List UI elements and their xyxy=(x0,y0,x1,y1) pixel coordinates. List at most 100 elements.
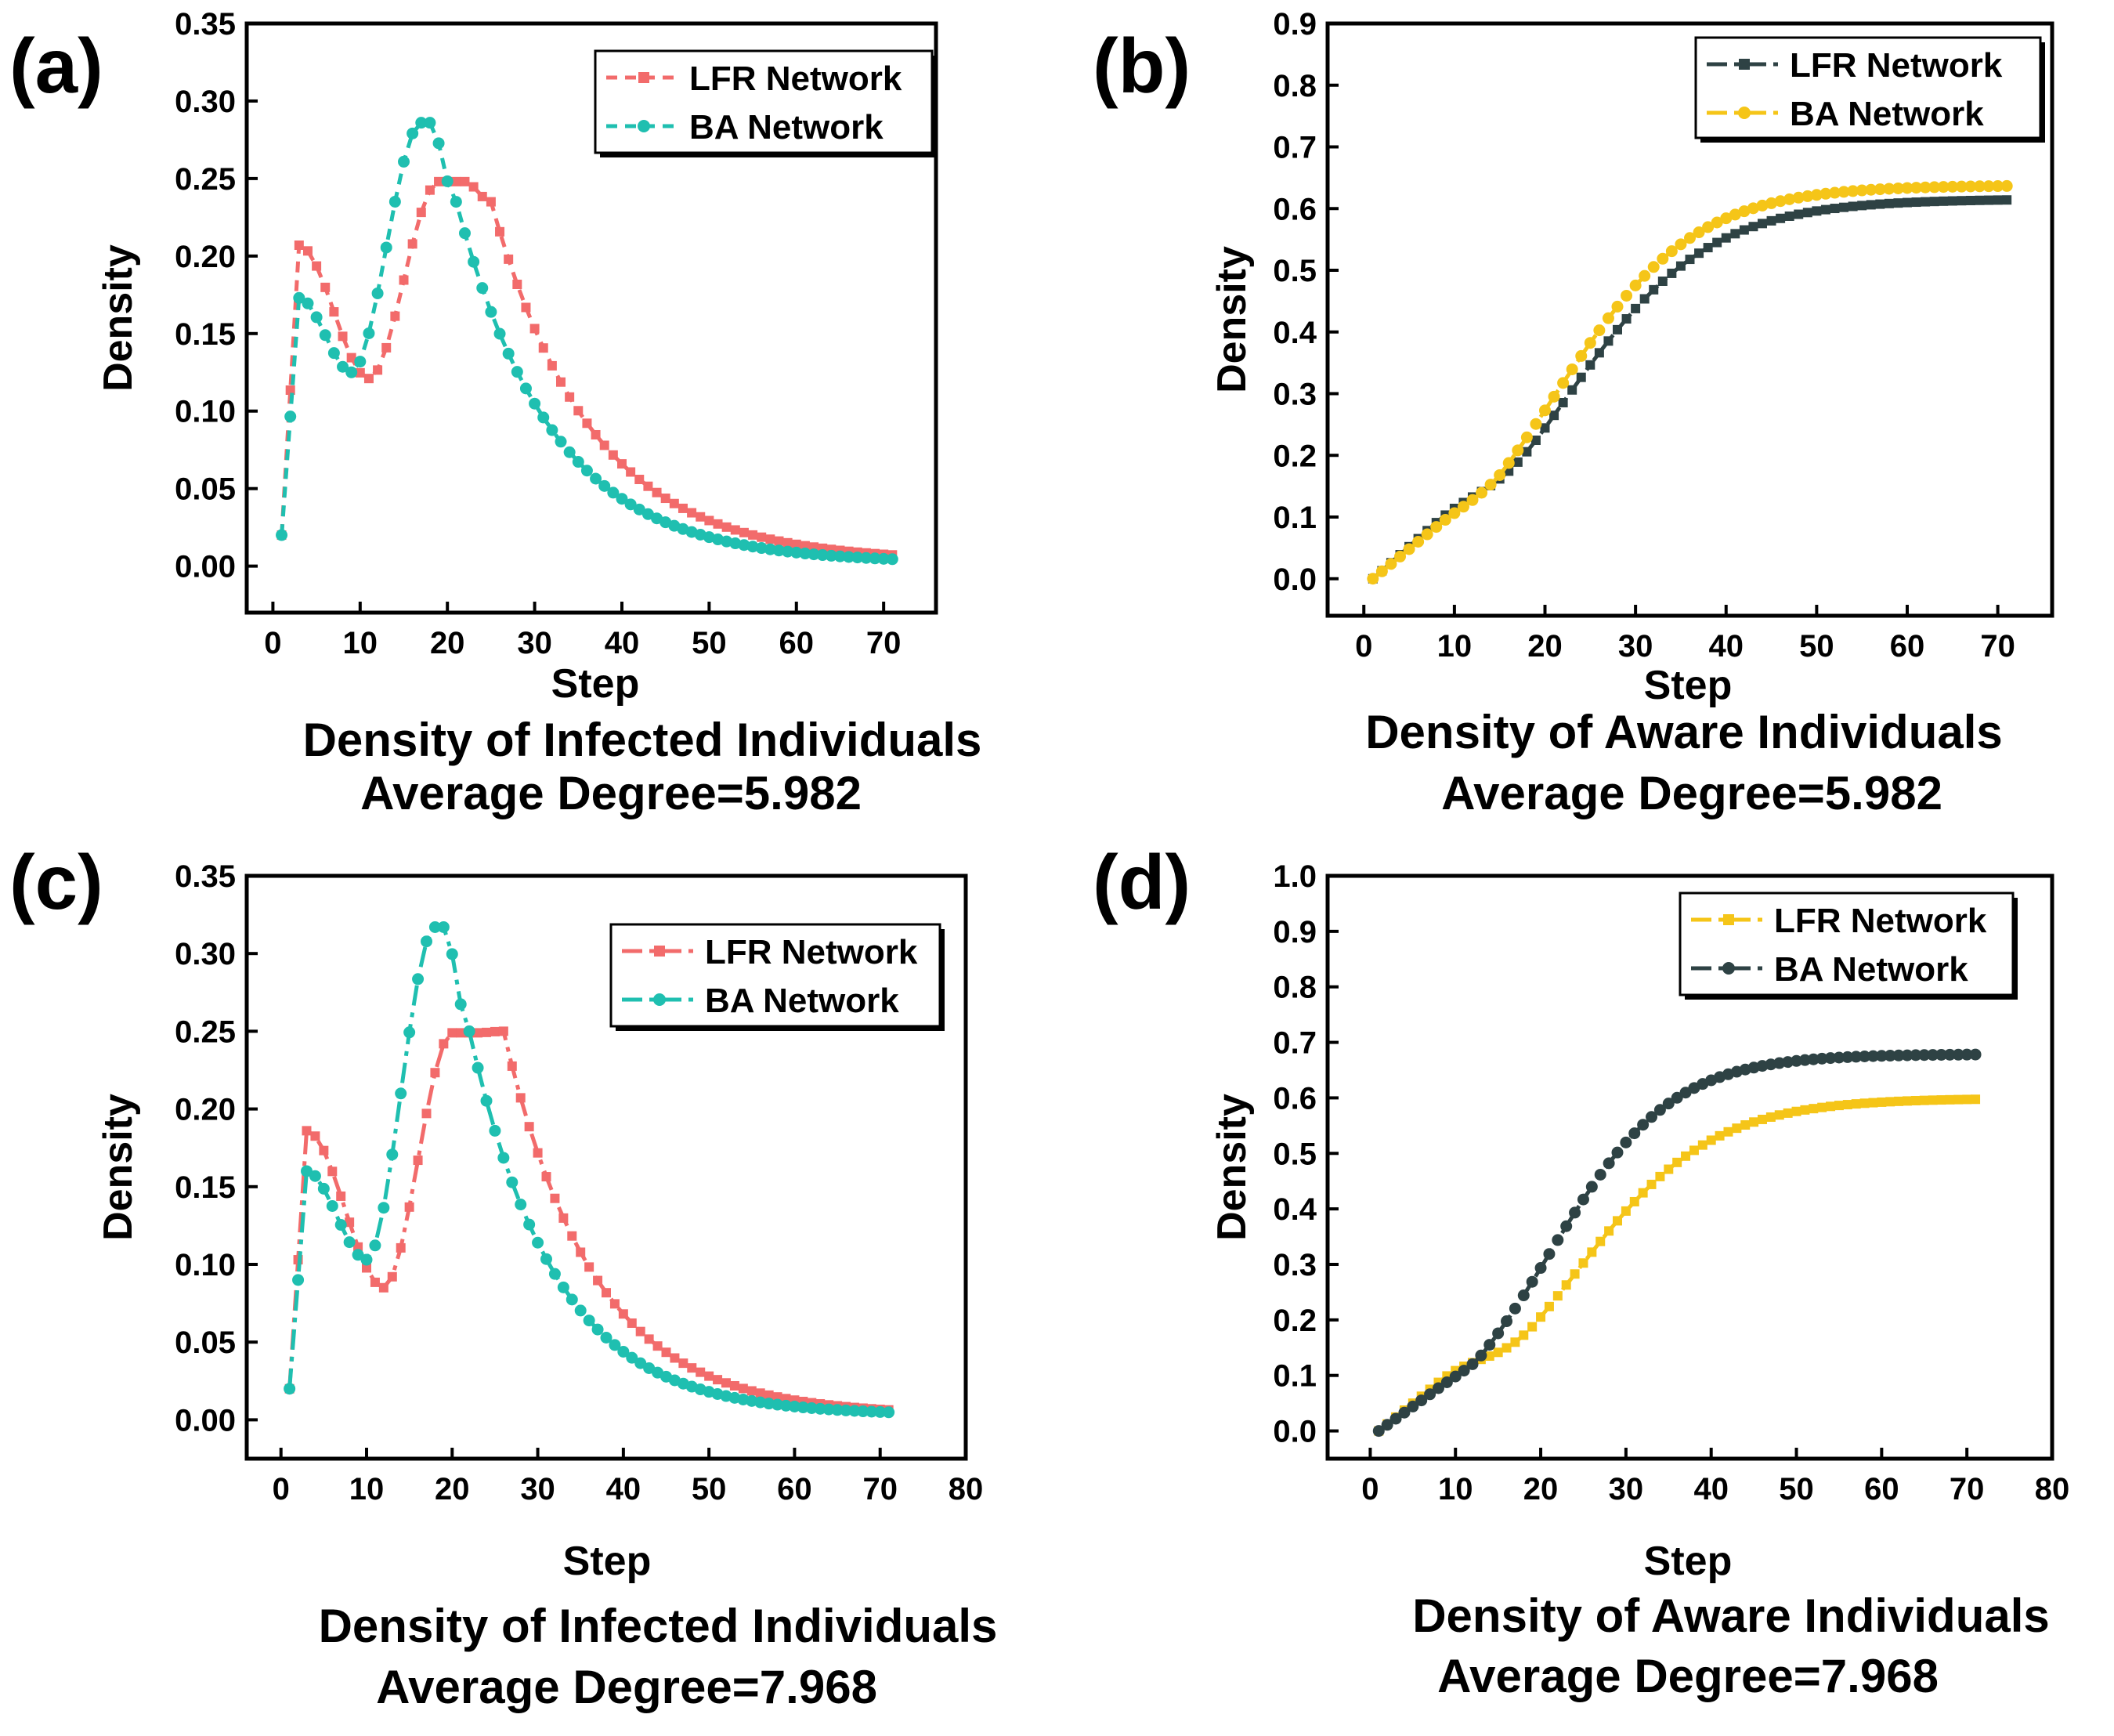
data-point-square xyxy=(1694,248,1704,259)
data-point-square xyxy=(378,1282,388,1293)
data-point-circle xyxy=(1509,1302,1521,1315)
data-point-circle xyxy=(1367,573,1379,585)
data-point-circle xyxy=(782,545,794,558)
data-point-circle xyxy=(754,1396,767,1409)
y-tick-label: 0.7 xyxy=(1273,1026,1317,1061)
legend-marker-square xyxy=(1723,914,1734,925)
data-point-square xyxy=(1839,202,1849,212)
data-point-circle xyxy=(1381,1419,1393,1431)
data-point-circle xyxy=(1918,1049,1931,1061)
data-point-circle xyxy=(848,1405,861,1417)
y-tick-label: 1.0 xyxy=(1273,859,1317,894)
plot-area: 0.0 0.1 0.2 0.3 0.4 0.5 0.6 0.7 0.8 0.9 0 10 20 30 40 5… xyxy=(1209,7,2054,708)
plot-frame xyxy=(1325,21,2054,618)
data-point-square xyxy=(635,1326,645,1336)
data-point-circle xyxy=(1483,1339,1496,1351)
series-1 xyxy=(1367,179,2013,585)
chart-title: Density of Infected Individuals xyxy=(303,714,982,766)
x-tick-label: 70 xyxy=(1980,629,2015,664)
data-point-square xyxy=(1834,1101,1844,1111)
data-point-square xyxy=(643,481,653,491)
data-point-square xyxy=(1567,385,1577,395)
data-point-circle xyxy=(1829,186,1841,199)
data-point-square xyxy=(627,1318,637,1329)
data-point-square xyxy=(1784,211,1794,221)
data-point-circle xyxy=(1892,182,1904,194)
data-point-square xyxy=(329,307,339,317)
data-point-circle xyxy=(1584,337,1596,349)
data-point-circle xyxy=(1594,1168,1606,1181)
series-1 xyxy=(276,117,898,566)
data-point-circle xyxy=(1884,1050,1896,1062)
data-point-circle xyxy=(1774,195,1787,208)
data-point-square xyxy=(1527,1322,1538,1332)
data-point-circle xyxy=(1502,457,1515,469)
data-point-circle xyxy=(1557,377,1570,389)
data-point-square xyxy=(765,534,775,544)
data-point-square xyxy=(1877,1097,1887,1107)
data-point-circle xyxy=(1432,1382,1444,1394)
data-point-circle xyxy=(1385,558,1397,570)
data-point-square xyxy=(425,185,435,195)
data-point-square xyxy=(721,1378,731,1388)
y-tick-label: 0.2 xyxy=(1273,1304,1317,1338)
data-point-circle xyxy=(1628,1127,1641,1140)
data-point-circle xyxy=(1935,1048,1948,1061)
data-point-circle xyxy=(1964,180,1977,193)
data-point-circle xyxy=(1662,1098,1675,1110)
data-point-circle xyxy=(1943,1048,1956,1061)
data-point-square xyxy=(1675,261,1686,271)
data-point-square xyxy=(495,226,505,237)
data-point-circle xyxy=(515,1199,527,1211)
data-point-circle xyxy=(388,195,401,208)
chart-title: Density of Aware Individuals xyxy=(1412,1590,2050,1642)
data-point-square xyxy=(1911,197,1921,208)
data-point-circle xyxy=(2000,179,2013,192)
series-line xyxy=(1371,183,2007,580)
data-point-circle xyxy=(415,117,428,129)
data-point-square xyxy=(1947,196,1957,206)
data-point-square xyxy=(1993,195,2003,205)
data-point-circle xyxy=(403,1026,416,1039)
data-point-square xyxy=(1749,1117,1759,1127)
x-tick-label: 40 xyxy=(1709,629,1744,664)
data-point-square xyxy=(1672,1157,1682,1167)
data-point-square xyxy=(355,367,365,378)
legend-marker-circle xyxy=(1738,107,1751,119)
data-point-square xyxy=(1721,233,1731,243)
data-point-square xyxy=(1493,1347,1503,1358)
data-point-circle xyxy=(1466,1358,1479,1370)
data-point-square xyxy=(1748,222,1758,232)
legend-marker-circle xyxy=(638,120,650,132)
y-tick-label: 0.6 xyxy=(1273,192,1317,226)
legend-label: BA Network xyxy=(1790,95,1984,133)
data-point-square xyxy=(319,1145,329,1156)
x-tick-label: 30 xyxy=(517,626,552,660)
x-tick-label: 0 xyxy=(1355,629,1372,664)
data-point-circle xyxy=(1791,1054,1803,1067)
panel-c: (c) 0.00 0.05 0.10 0.15 0.20 0.25 0.30 0.35 0 10 2… xyxy=(9,839,997,1713)
data-point-circle xyxy=(468,255,480,268)
data-point-circle xyxy=(609,1339,621,1351)
data-point-circle xyxy=(1611,1146,1624,1159)
y-tick-label: 0.5 xyxy=(1273,254,1317,288)
data-point-circle xyxy=(1458,1365,1470,1377)
data-point-square xyxy=(739,527,749,537)
data-point-circle xyxy=(616,493,628,505)
data-point-square xyxy=(558,1213,569,1223)
data-point-square xyxy=(1621,1206,1631,1216)
data-point-circle xyxy=(369,1239,381,1252)
data-point-square xyxy=(730,525,740,535)
data-point-circle xyxy=(1593,324,1606,337)
y-tick-label: 0.00 xyxy=(175,550,236,584)
data-point-circle xyxy=(563,446,576,458)
data-point-circle xyxy=(1548,390,1560,403)
data-point-square xyxy=(1638,1188,1648,1198)
data-point-square xyxy=(721,522,732,532)
data-point-square xyxy=(584,1262,594,1272)
data-point-square xyxy=(1984,195,1994,205)
data-point-circle xyxy=(1398,1406,1411,1419)
data-point-circle xyxy=(1577,1193,1589,1206)
data-point-circle xyxy=(1665,245,1678,258)
